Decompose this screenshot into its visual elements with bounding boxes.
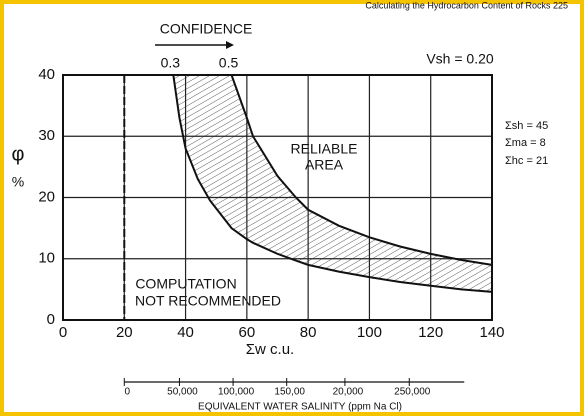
annotation: AREA bbox=[305, 157, 344, 173]
x2-label: EQUIVALENT WATER SALINITY (ppm Na Cl) bbox=[198, 402, 402, 413]
x2-tick-label: 150,00 bbox=[274, 387, 305, 398]
curve-label: 0.5 bbox=[219, 55, 239, 71]
vsh-label: Vsh = 0.20 bbox=[426, 51, 494, 67]
y-tick-label: 30 bbox=[38, 127, 55, 144]
x-tick-label: 80 bbox=[300, 324, 317, 341]
y-label: φ bbox=[12, 143, 25, 165]
x2-tick-label: 50,000 bbox=[167, 387, 198, 398]
parameter: Σsh = 45 bbox=[505, 120, 548, 132]
curve-label: 0.3 bbox=[161, 55, 181, 71]
y-tick-label: 0 bbox=[47, 311, 55, 328]
x2-tick-label: 250,000 bbox=[394, 387, 431, 398]
parameter: Σhc = 21 bbox=[505, 155, 548, 167]
x-label: Σw c.u. bbox=[246, 341, 294, 358]
y-tick-label: 10 bbox=[38, 250, 55, 267]
page-header: Calculating the Hydrocarbon Content of R… bbox=[365, 0, 568, 10]
parameter: Σma = 8 bbox=[505, 137, 546, 149]
x-tick-label: 140 bbox=[479, 324, 504, 341]
reliable-band bbox=[173, 75, 493, 292]
curve bbox=[230, 74, 493, 266]
x-tick-label: 20 bbox=[116, 324, 133, 341]
x-tick-label: 100 bbox=[357, 324, 382, 341]
x2-tick-label: 0 bbox=[125, 387, 131, 398]
x-tick-label: 60 bbox=[239, 324, 256, 341]
curve bbox=[172, 74, 493, 293]
x2-tick-label: 100,000 bbox=[218, 387, 255, 398]
x-tick-label: 120 bbox=[418, 324, 443, 341]
x-tick-label: 0 bbox=[59, 324, 67, 341]
y-tick-label: 40 bbox=[38, 66, 55, 83]
annotation: RELIABLE bbox=[291, 141, 358, 157]
confidence-arrowhead bbox=[226, 41, 234, 49]
y-tick-label: 20 bbox=[38, 188, 55, 205]
plot-frame bbox=[62, 74, 493, 321]
annotation: NOT RECOMMENDED bbox=[135, 293, 281, 309]
x2-tick-label: 20,000 bbox=[333, 387, 364, 398]
confidence-label: CONFIDENCE bbox=[160, 21, 253, 37]
y-label: % bbox=[12, 174, 24, 190]
x-tick-label: 40 bbox=[177, 324, 194, 341]
